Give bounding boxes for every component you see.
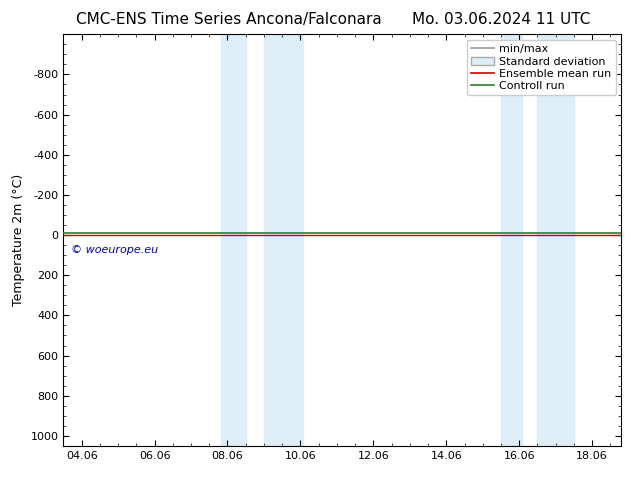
Text: © woeurope.eu: © woeurope.eu <box>71 245 158 255</box>
Bar <box>538 34 574 446</box>
Bar <box>501 34 522 446</box>
Legend: min/max, Standard deviation, Ensemble mean run, Controll run: min/max, Standard deviation, Ensemble me… <box>467 40 616 96</box>
Bar <box>264 34 303 446</box>
Text: CMC-ENS Time Series Ancona/Falconara: CMC-ENS Time Series Ancona/Falconara <box>76 12 382 27</box>
Bar <box>221 34 246 446</box>
Text: Mo. 03.06.2024 11 UTC: Mo. 03.06.2024 11 UTC <box>412 12 590 27</box>
Y-axis label: Temperature 2m (°C): Temperature 2m (°C) <box>12 174 25 306</box>
